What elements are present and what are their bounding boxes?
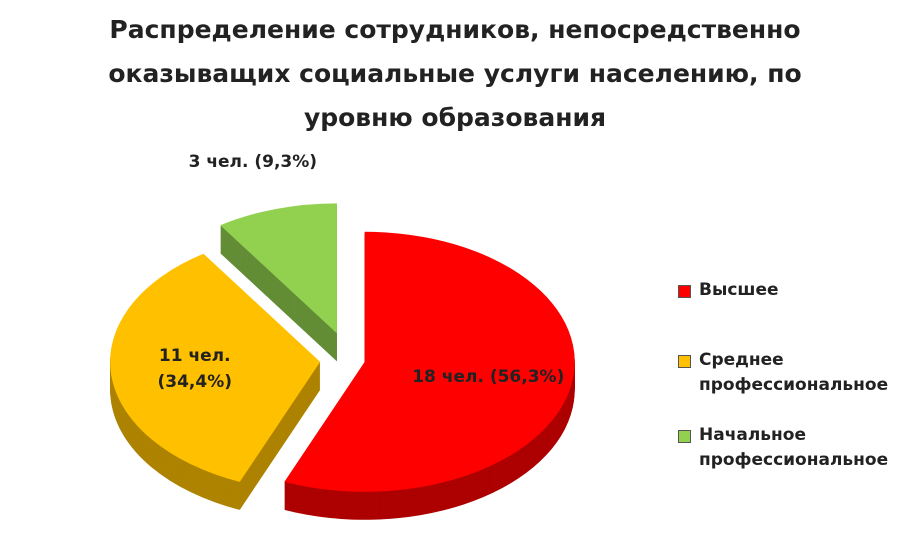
data-label: 3 чел. (9,3%) xyxy=(188,151,318,172)
legend-label: Начальное профессиональное xyxy=(699,425,889,470)
legend-label: Высшее xyxy=(699,280,779,300)
legend-label: Среднее профессиональное xyxy=(699,350,889,395)
legend-swatch xyxy=(678,430,691,443)
slice xyxy=(110,253,321,482)
legend-item: Начальное профессиональное xyxy=(678,423,903,473)
data-label: 11 чел. (34,4%) xyxy=(157,346,233,393)
chart-title: Распределение сотрудников, непосредствен… xyxy=(108,15,802,132)
slice xyxy=(284,231,575,492)
legend-item: Среднее профессиональное xyxy=(678,348,903,398)
data-label: 18 чел. (56,3%) xyxy=(412,367,565,388)
slice xyxy=(220,203,337,334)
legend-swatch xyxy=(678,285,691,298)
legend-swatch xyxy=(678,355,691,368)
legend-item: Высшее xyxy=(678,278,903,303)
